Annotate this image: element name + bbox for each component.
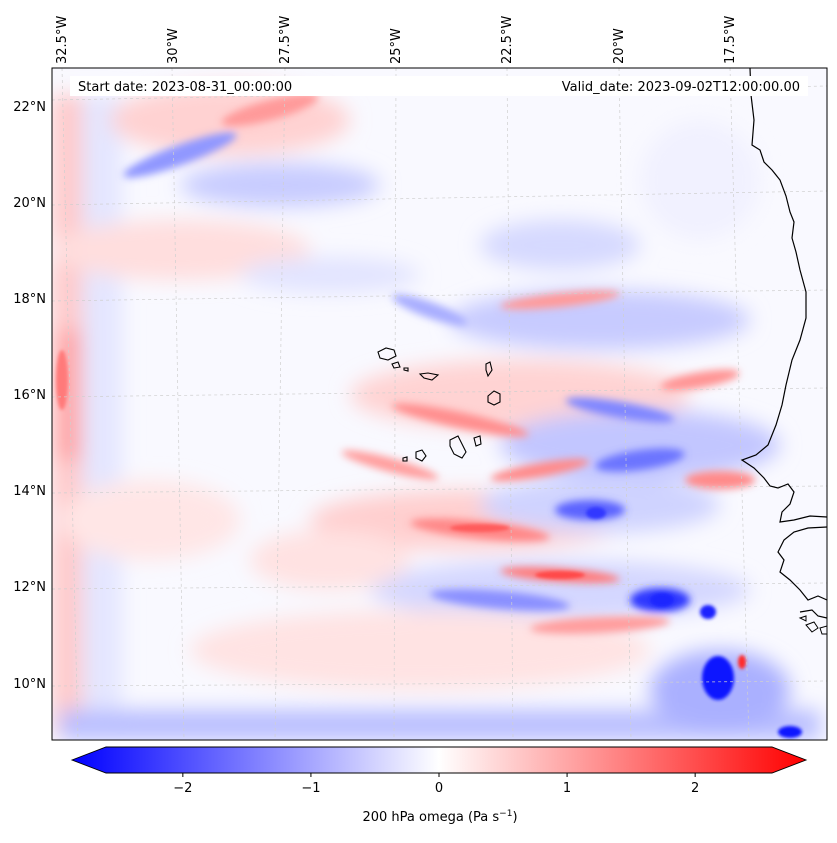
lon-label-25w: 25°W	[389, 28, 404, 64]
colorbar-gradient	[72, 747, 806, 773]
lon-labels: 32.5°W 30°W 27.5°W 25°W 22.5°W 20°W 17.5…	[55, 16, 738, 64]
island-fogo	[415, 449, 427, 462]
omega-field-cores	[56, 350, 802, 738]
colorbar-tick-label: 0	[435, 781, 443, 796]
lat-labels: 22°N 20°N 18°N 16°N 14°N 12°N 10°N	[13, 100, 46, 692]
colorbar-tick-label: −2	[173, 781, 192, 796]
lat-label-12n: 12°N	[13, 580, 46, 595]
island-maio	[473, 435, 482, 447]
west-africa-coastline	[740, 68, 827, 619]
header-box	[70, 76, 808, 96]
colorbar-tick-label: 2	[691, 781, 699, 796]
lon-label-20w: 20°W	[612, 28, 627, 64]
map-frame	[51, 67, 828, 741]
lon-label-17-5w: 17.5°W	[723, 16, 738, 64]
cape-verde-islands	[377, 347, 501, 462]
island-santiago	[449, 435, 467, 459]
colorbar-label-exponent: −1	[499, 809, 512, 819]
colorbar-ticks: −2 −1 0 1 2	[173, 773, 699, 796]
lat-label-14n: 14°N	[13, 484, 46, 499]
lon-label-22-5w: 22.5°W	[500, 16, 515, 64]
colorbar: −2 −1 0 1 2 200 hPa omega (Pa s−1)	[70, 746, 808, 825]
lat-label-22n: 22°N	[13, 100, 46, 115]
island-sao-vicente	[391, 361, 401, 369]
colorbar-outline	[70, 746, 808, 774]
lat-label-10n: 10°N	[13, 677, 46, 692]
lon-label-32-5w: 32.5°W	[55, 16, 70, 64]
island-sao-nicolau	[418, 372, 440, 381]
colorbar-label-main: 200 hPa omega (Pa s	[362, 810, 499, 825]
omega-field-bands	[123, 93, 755, 634]
colorbar-tick-label: −1	[301, 781, 320, 796]
colorbar-label-end: )	[512, 810, 517, 825]
colorbar-tick-label: 1	[563, 781, 571, 796]
island-santo-antao	[377, 347, 397, 361]
colorbar-label: 200 hPa omega (Pa s−1)	[362, 809, 517, 825]
valid-date-label: Valid_date: 2023-09-02T12:00:00.00	[562, 80, 800, 95]
start-date-label: Start date: 2023-08-31_00:00:00	[78, 80, 292, 95]
lat-label-18n: 18°N	[13, 292, 46, 307]
island-boa-vista	[487, 390, 501, 406]
island-brava	[402, 456, 408, 462]
lat-label-16n: 16°N	[13, 388, 46, 403]
gridlines	[52, 68, 827, 740]
omega-map: Start date: 2023-08-31_00:00:00 Valid_da…	[52, 68, 827, 740]
island-santa-luzia	[403, 367, 409, 372]
guinea-bissau-islands	[798, 615, 827, 635]
lon-label-27-5w: 27.5°W	[278, 16, 293, 64]
island-sal	[485, 361, 493, 378]
lon-label-30w: 30°W	[166, 28, 181, 64]
lat-label-20n: 20°N	[13, 196, 46, 211]
